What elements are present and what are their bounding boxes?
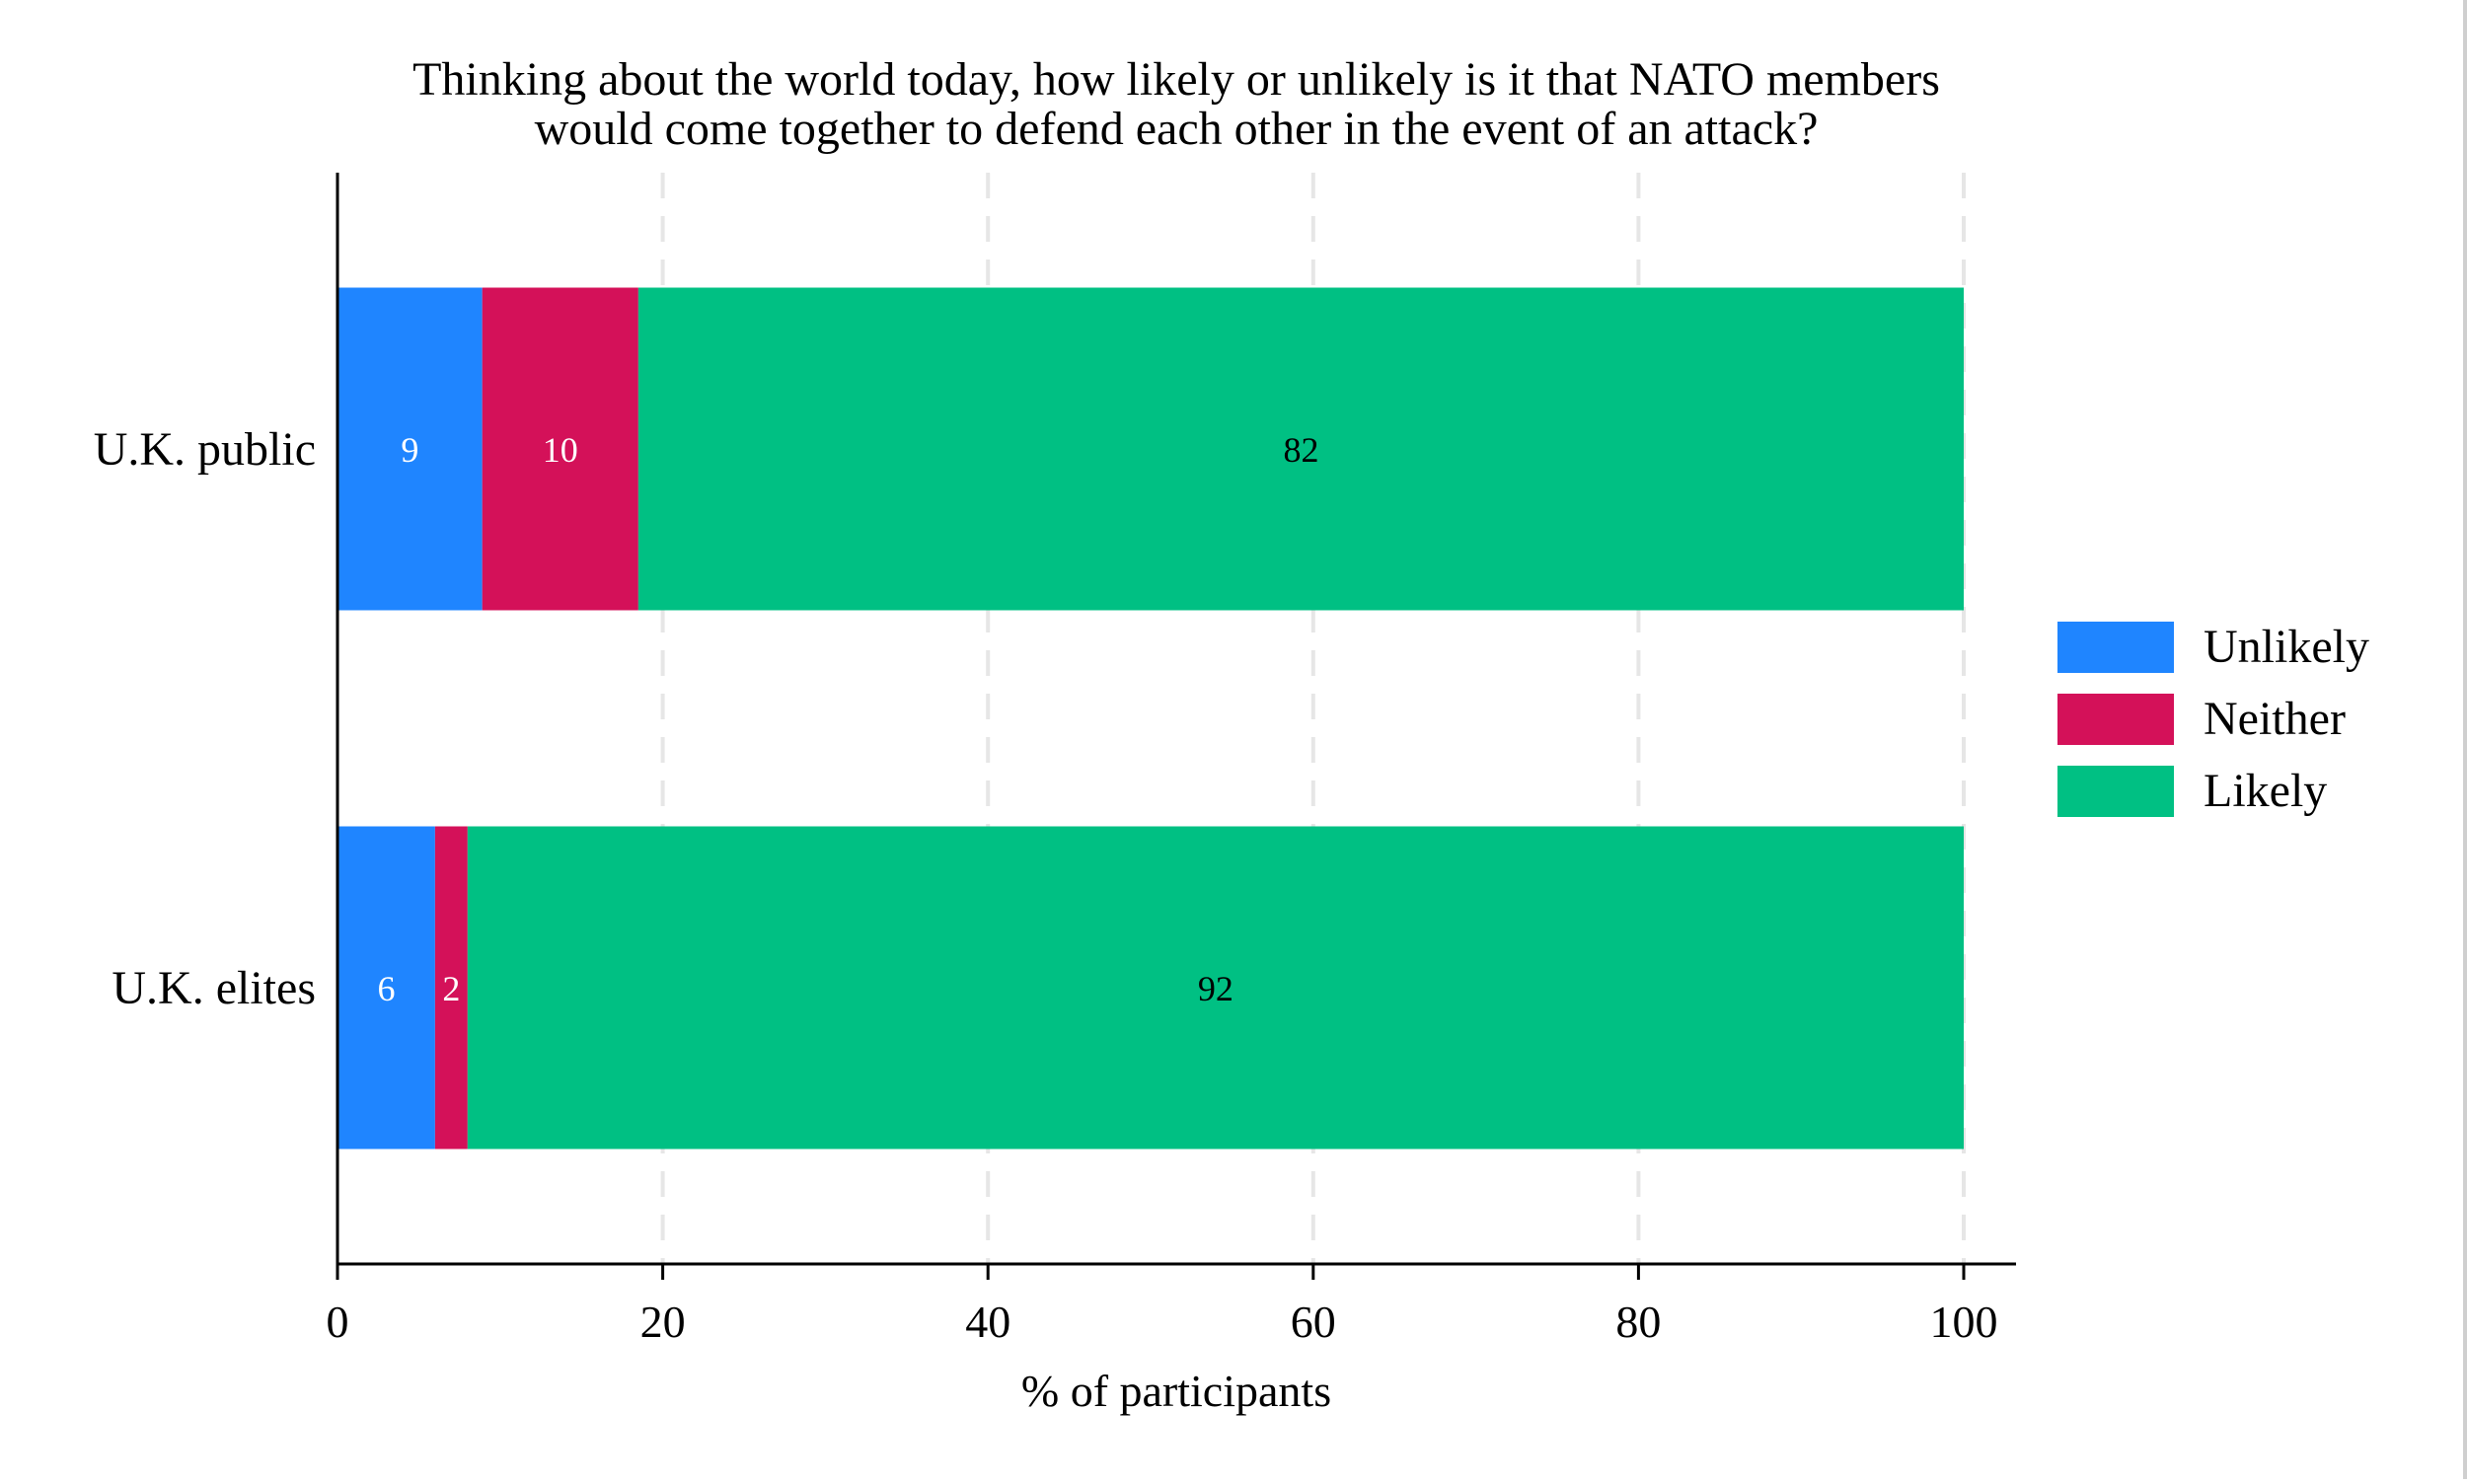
chart-title-line: Thinking about the world today, how like… [412,53,1940,106]
frame-edge [2463,0,2467,1479]
legend-label: Likely [2204,765,2327,817]
data-label: 92 [1198,969,1234,1008]
data-label: 2 [442,969,460,1008]
axes: 0 20 40 60 80 100 % of participants [327,173,2016,1416]
category-label: U.K. elites [112,962,316,1014]
data-label: 6 [377,969,395,1008]
x-tick-label: 0 [327,1297,349,1347]
bar-segment [337,287,483,611]
bar-segment [482,287,638,611]
legend-label: Unlikely [2204,621,2369,673]
data-label: 82 [1283,430,1318,470]
x-tick-label: 80 [1615,1297,1661,1347]
x-tick-label: 20 [640,1297,686,1347]
legend-label: Neither [2204,693,2346,745]
bar-segment [467,826,1965,1150]
x-tick-label: 100 [1930,1297,1998,1347]
data-label: 9 [401,430,418,470]
bar-segment [434,826,468,1150]
x-tick-label: 60 [1291,1297,1336,1347]
chart-title: Thinking about the world today, how like… [412,53,1940,155]
bar-segment [337,826,435,1150]
bar-segment [637,287,1964,611]
legend-swatch [2057,622,2174,673]
bars: 9 10 82 U.K. public 6 2 92 U.K. elites [94,287,1965,1150]
category-label: U.K. public [94,423,316,476]
x-tick-label: 40 [965,1297,1010,1347]
x-axis-label: % of participants [1021,1366,1331,1416]
data-label: 10 [543,430,578,470]
chart-title-line: would come together to defend each other… [535,103,1819,155]
legend-swatch [2057,694,2174,745]
legend: Unlikely Neither Likely [2057,621,2369,817]
legend-swatch [2057,766,2174,817]
